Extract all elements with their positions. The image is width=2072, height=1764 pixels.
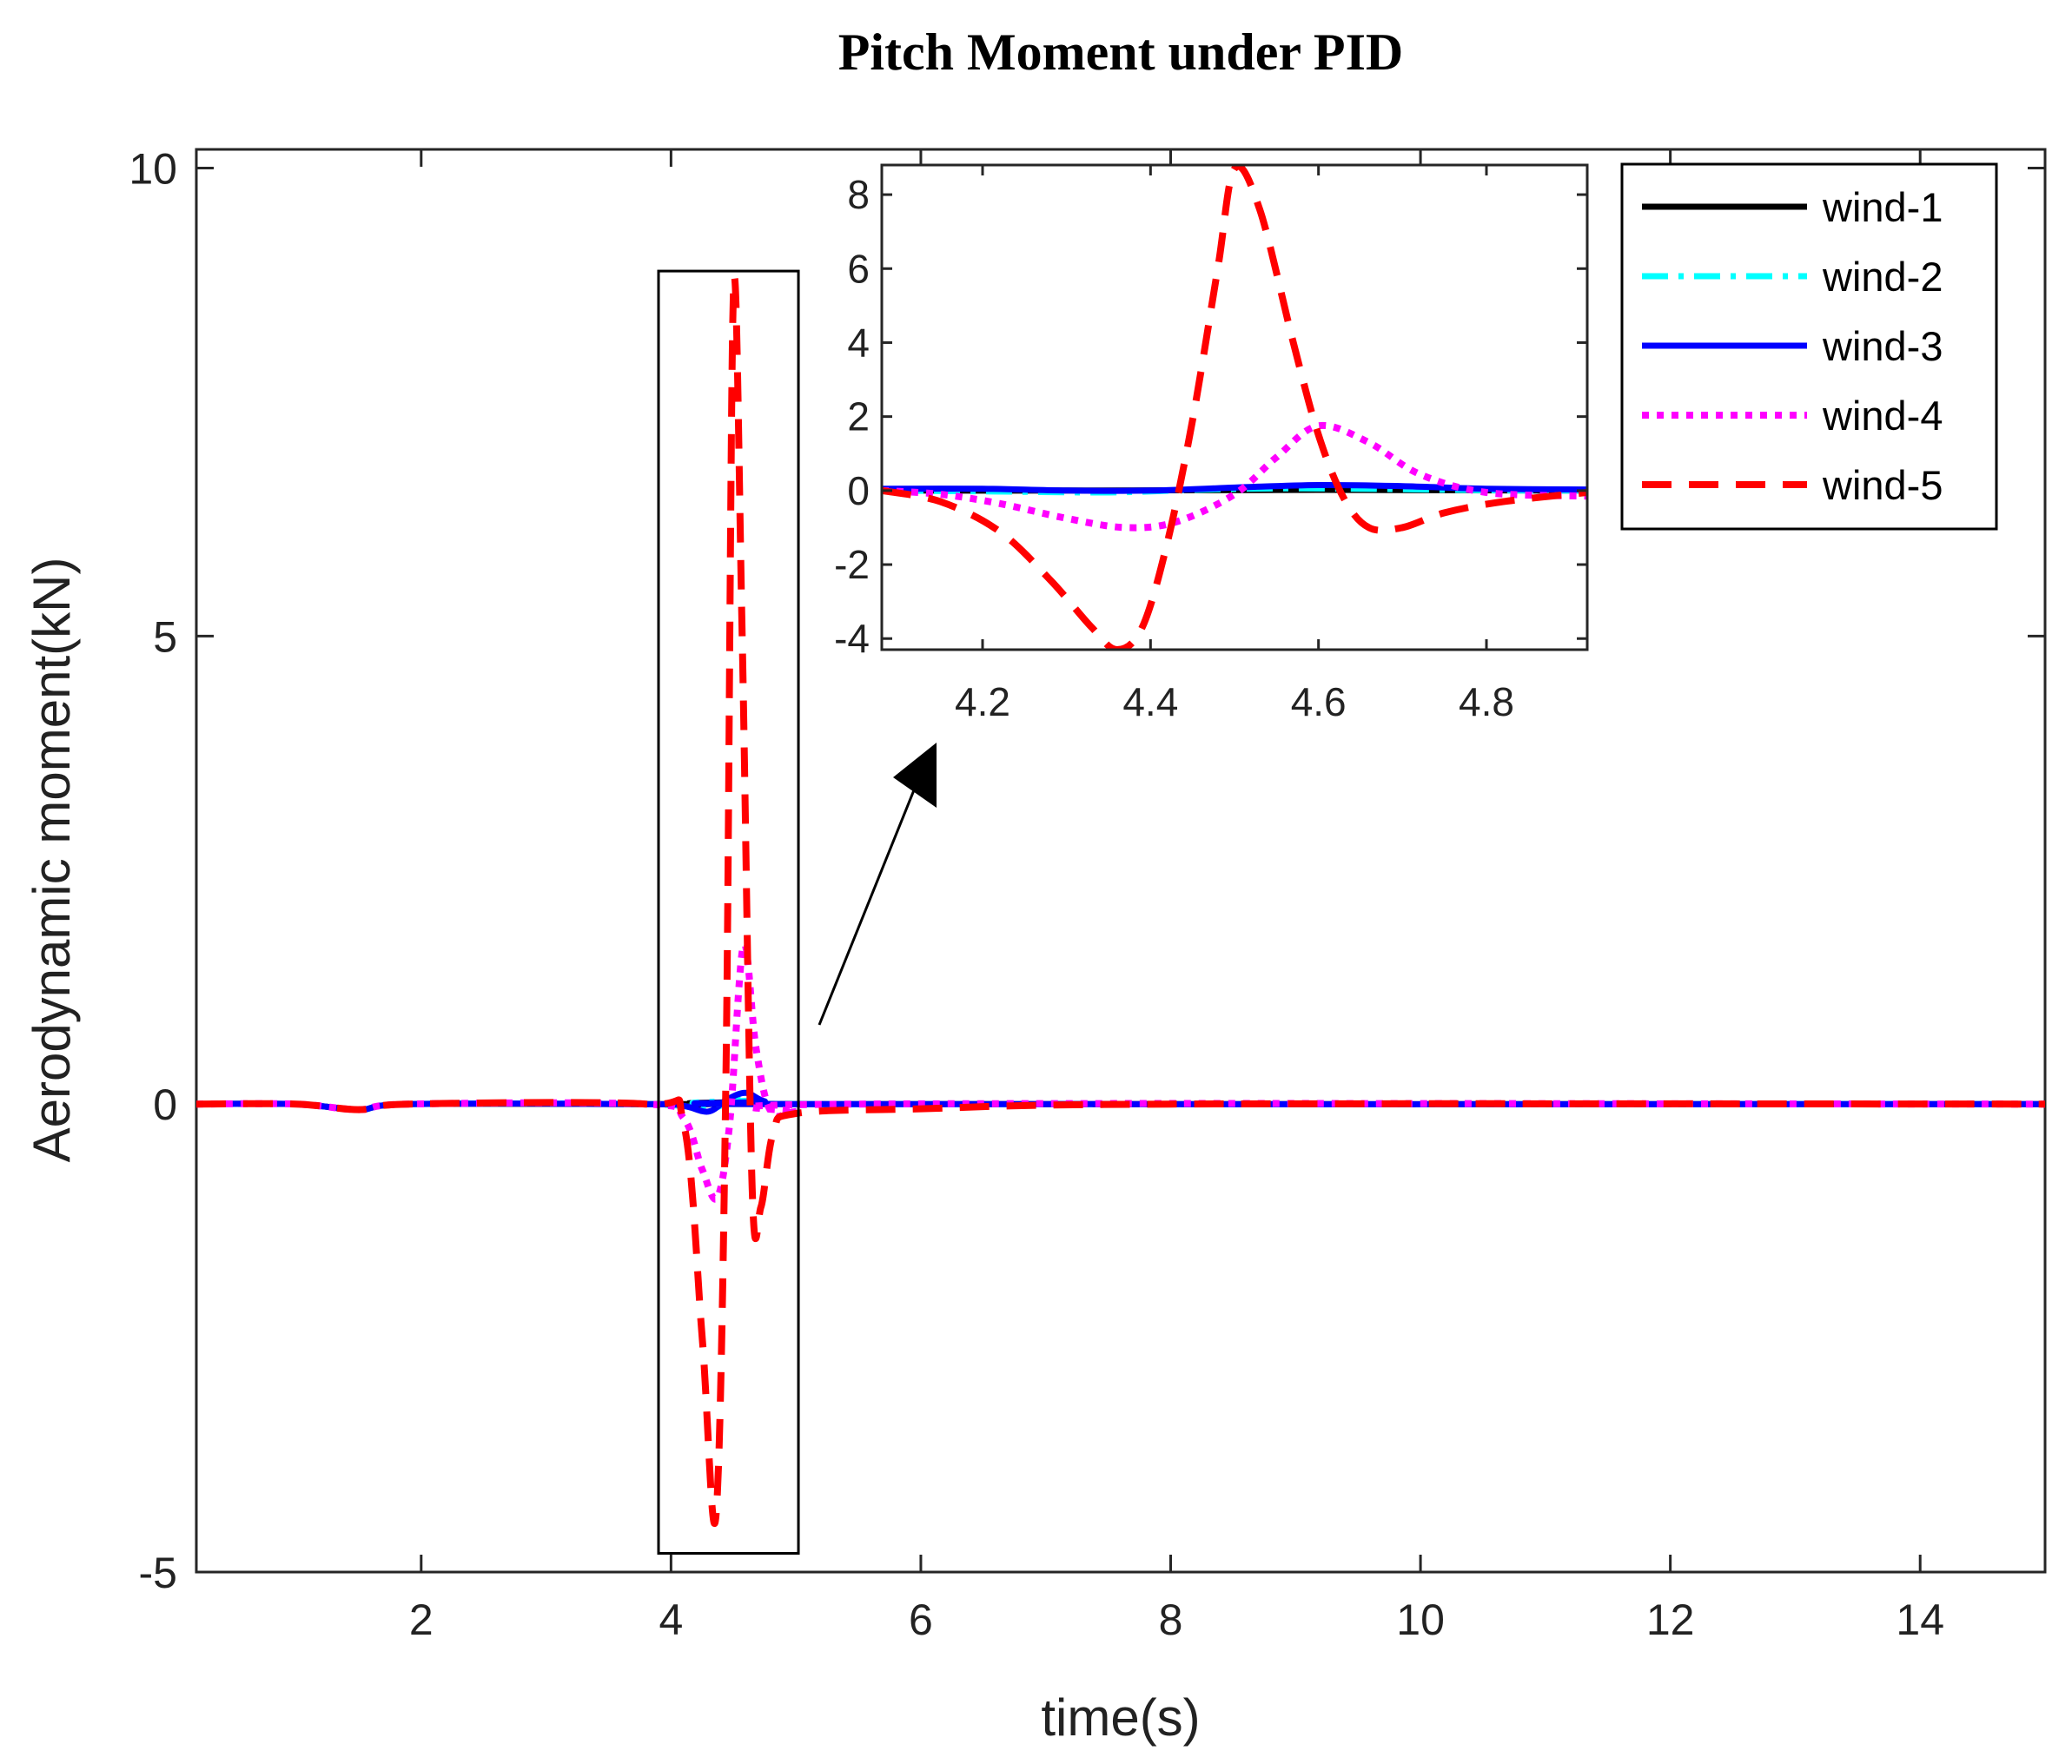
y-tick-label: 5 — [153, 612, 177, 661]
inset-y-tick-label: 0 — [847, 468, 870, 513]
legend-label-wind-5: wind-5 — [1822, 462, 1943, 508]
inset-axes-frame — [880, 163, 1589, 651]
inset-x-tick-label: 4.2 — [955, 679, 1010, 724]
series-line-wind-5 — [196, 274, 2045, 1528]
inset-y-tick-label: 2 — [847, 394, 870, 439]
x-tick-label: 2 — [409, 1596, 434, 1644]
zoom-region-box — [657, 269, 800, 1555]
inset-x-tick-label: 4.4 — [1122, 679, 1178, 724]
inset-y-tick-label: 6 — [847, 246, 870, 291]
inset-x-tick-label: 4.8 — [1459, 679, 1514, 724]
x-tick-label: 8 — [1159, 1596, 1183, 1644]
main-axes-frame — [195, 148, 2047, 1574]
main-ticks: 2 4 6 8 10 12 14 -5 0 5 10 — [129, 145, 2045, 1644]
legend: wind-1 wind-2 wind-3 wind-4 wind-5 — [1620, 162, 1998, 531]
y-axis-label: Aerodynamic moment(kN) — [23, 558, 81, 1163]
inset-series-group — [882, 165, 1587, 650]
legend-label-wind-2: wind-2 — [1822, 254, 1943, 300]
legend-label-wind-1: wind-1 — [1822, 184, 1943, 230]
inset-y-tick-label: 8 — [847, 172, 870, 217]
zoom-arrow-head — [893, 743, 937, 808]
inset-y-tick-label: -4 — [834, 616, 870, 661]
x-tick-label: 14 — [1896, 1596, 1944, 1644]
y-tick-label: 0 — [153, 1080, 177, 1129]
legend-label-wind-4: wind-4 — [1822, 393, 1943, 439]
x-tick-label: 4 — [659, 1596, 683, 1644]
inset-y-tick-label: -2 — [834, 542, 870, 587]
inset-ticks: 4.2 4.4 4.6 4.8 -4 -2 0 2 4 6 8 — [834, 165, 1587, 724]
chart-title: Pitch Moment under PID — [838, 23, 1404, 81]
inset-series-line-wind-4 — [882, 421, 1587, 532]
inset-x-tick-label: 4.6 — [1291, 679, 1347, 724]
legend-label-wind-3: wind-3 — [1822, 323, 1943, 369]
zoom-arrow-line — [818, 768, 924, 1026]
x-tick-label: 10 — [1396, 1596, 1445, 1644]
inset-y-tick-label: 4 — [847, 320, 870, 365]
inset-series-line-wind-3 — [882, 481, 1587, 494]
x-tick-label: 12 — [1646, 1596, 1695, 1644]
x-axis-label: time(s) — [1041, 1688, 1200, 1747]
x-tick-label: 6 — [909, 1596, 933, 1644]
inset-background — [882, 165, 1587, 650]
y-tick-label: 10 — [129, 145, 177, 194]
main-series-group — [196, 274, 2045, 1528]
y-tick-label: -5 — [139, 1549, 177, 1597]
